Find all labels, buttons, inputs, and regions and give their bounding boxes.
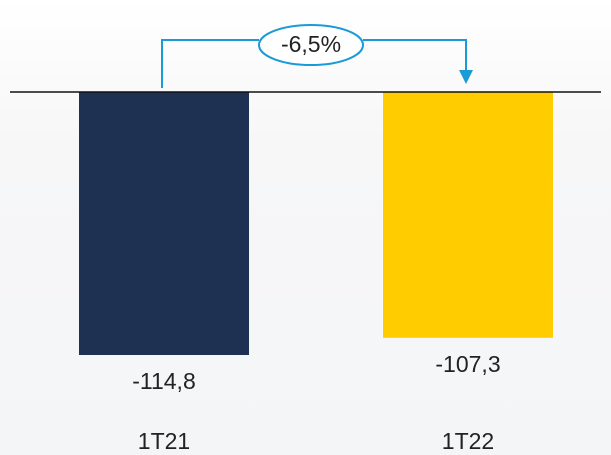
x-tick-label: 1T22 <box>442 428 494 454</box>
bar <box>383 92 553 338</box>
value-label: -114,8 <box>132 368 196 394</box>
annotation: -6,5% <box>281 31 341 57</box>
annotation-bubble <box>258 24 364 66</box>
x-tick-label: 1T21 <box>138 428 190 454</box>
bracket-left <box>161 39 259 88</box>
arrow-head <box>459 70 473 84</box>
value-label: -107,3 <box>435 351 500 377</box>
bracket-right <box>363 39 467 72</box>
bar <box>79 92 249 355</box>
